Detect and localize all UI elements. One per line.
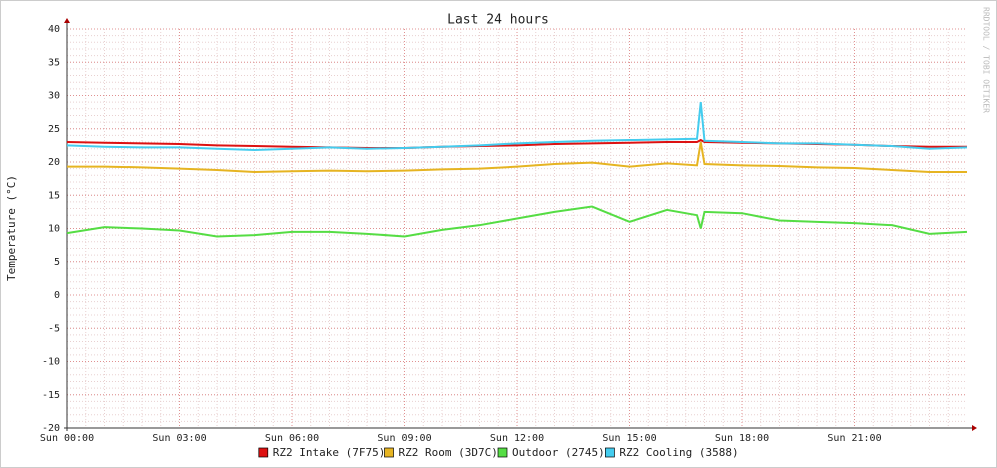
x-tick-label: Sun 18:00 [715,433,769,444]
y-tick-label: 5 [54,257,60,268]
x-tick-label: Sun 09:00 [377,433,431,444]
x-tick-label: Sun 06:00 [265,433,319,444]
legend-label: Outdoor (2745) [512,446,605,459]
legend-label: RZ2 Room (3D7C) [399,446,498,459]
chart-title: Last 24 hours [447,13,549,28]
y-tick-label: -15 [42,390,60,401]
y-tick-label: 0 [54,290,60,301]
y-tick-label: 25 [48,124,60,135]
series-line [67,141,967,173]
x-tick-label: Sun 00:00 [40,433,94,444]
x-tick-label: Sun 03:00 [152,433,206,444]
legend-swatch [497,447,508,458]
y-tick-label: 20 [48,157,60,168]
y-tick-label: -20 [42,423,60,434]
legend-label: RZ2 Cooling (3588) [619,446,738,459]
axis-arrow [64,18,70,23]
series-line [66,205,968,238]
legend-label: RZ2 Intake (7F75) [273,446,386,459]
y-tick-label: 35 [48,57,60,68]
series-line [66,102,968,152]
y-tick-label: 10 [48,224,60,235]
x-tick-label: Sun 12:00 [490,433,544,444]
axis-arrow [972,425,977,431]
legend-swatch [384,447,394,458]
legend-swatch [605,447,615,458]
y-tick-label: 40 [48,24,60,35]
x-tick-label: Sun 21:00 [827,433,881,444]
y-axis-label: Temperature (°C) [5,175,18,281]
watermark: RRDTOOL / TOBI OETIKER [982,7,991,113]
y-tick-label: -10 [42,357,60,368]
legend-swatch [258,447,269,458]
x-tick-label: Sun 15:00 [602,433,656,444]
y-tick-label: 15 [48,190,60,201]
y-tick-label: 30 [48,91,60,102]
y-tick-label: -5 [48,323,60,334]
